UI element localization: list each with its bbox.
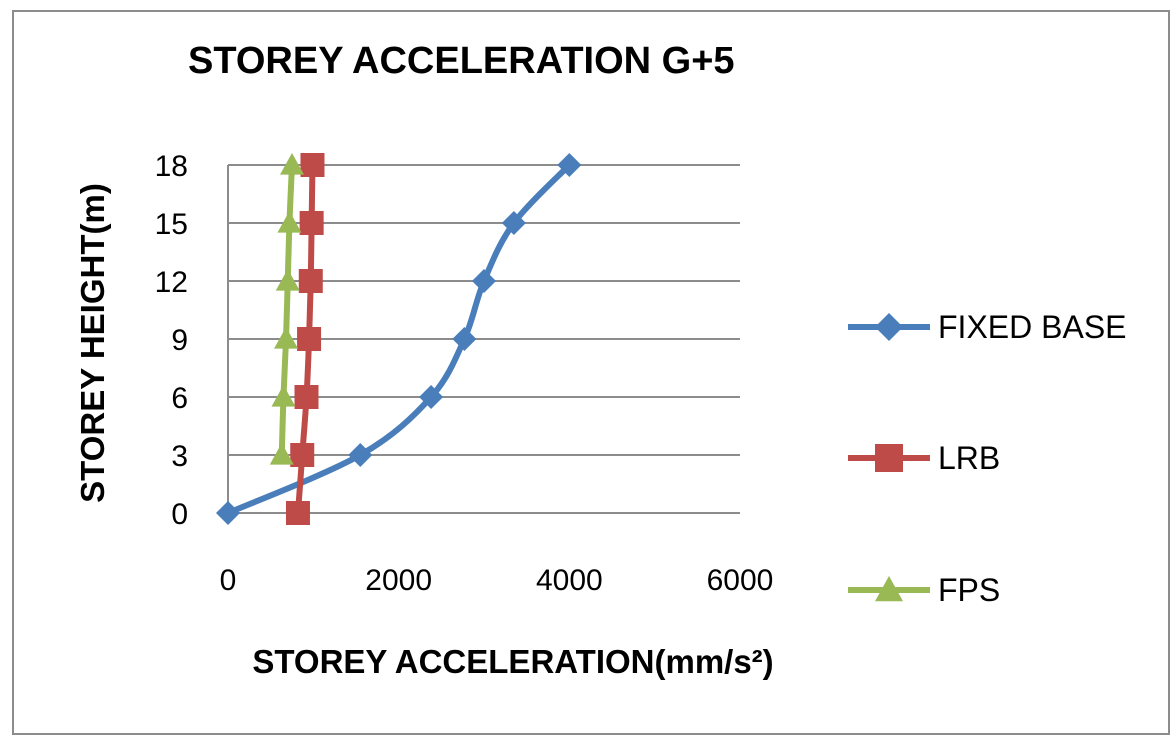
legend-label: LRB (938, 440, 1000, 476)
legend-label: FIXED BASE (938, 309, 1127, 345)
legend-marker (875, 576, 903, 602)
data-point (269, 443, 294, 465)
data-point (348, 443, 373, 467)
data-point (294, 385, 319, 409)
data-point (472, 269, 496, 293)
data-point (297, 327, 322, 351)
data-point (452, 327, 477, 351)
data-point (290, 443, 315, 467)
legend-item: LRB (848, 440, 1000, 476)
data-point (280, 153, 304, 175)
data-point (501, 211, 526, 235)
x-tick-label: 6000 (707, 564, 774, 597)
x-axis-title: STOREY ACCELERATION(mm/s²) (252, 643, 773, 680)
data-point (299, 211, 324, 235)
y-tick-label: 3 (171, 440, 188, 473)
series-line (278, 164, 295, 456)
data-point (277, 211, 302, 233)
data-point (274, 327, 299, 349)
data-point (300, 153, 325, 177)
y-tick-label: 6 (171, 382, 188, 415)
legend-marker (875, 313, 903, 341)
y-tick-label: 15 (155, 208, 188, 241)
data-point (557, 153, 582, 177)
x-tick-label: 4000 (536, 564, 603, 597)
x-tick-label: 0 (220, 564, 237, 597)
legend: FIXED BASE LRB FPS (848, 309, 1127, 608)
data-point (216, 501, 240, 525)
y-tick-label: 12 (155, 266, 188, 299)
y-tick-label: 18 (155, 150, 188, 183)
data-point (298, 269, 323, 293)
legend-item: FPS (848, 572, 1000, 608)
y-tick-label: 0 (171, 498, 188, 531)
legend-item: FIXED BASE (848, 309, 1127, 345)
tick-labels: 0 3 6 9 12 15 18 0 2000 4000 6000 (155, 150, 774, 597)
legend-marker (875, 444, 903, 472)
data-point (275, 269, 300, 291)
data-point (271, 385, 296, 407)
y-axis-title: STOREY HEIGHT(m) (74, 183, 111, 503)
series-fixed-base (216, 153, 582, 525)
chart-frame (12, 10, 1170, 735)
series-layer (216, 153, 582, 525)
legend-label: FPS (938, 572, 1000, 608)
x-tick-label: 2000 (365, 564, 432, 597)
chart-title: STOREY ACCELERATION G+5 (188, 40, 735, 82)
y-tick-label: 9 (171, 324, 188, 357)
data-point (285, 501, 310, 525)
series-lrb (285, 153, 325, 525)
data-point (419, 385, 444, 409)
series-fps (269, 153, 304, 465)
